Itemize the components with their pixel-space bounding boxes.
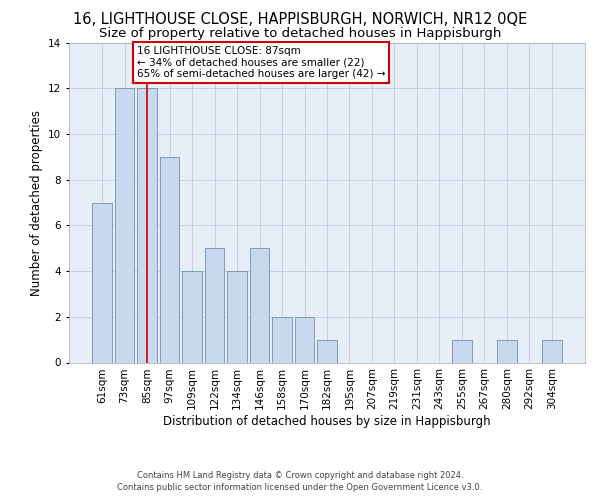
X-axis label: Distribution of detached houses by size in Happisburgh: Distribution of detached houses by size … <box>163 415 491 428</box>
Bar <box>137 88 157 362</box>
Bar <box>317 340 337 362</box>
Bar <box>92 202 112 362</box>
Text: Size of property relative to detached houses in Happisburgh: Size of property relative to detached ho… <box>99 28 501 40</box>
Text: 16, LIGHTHOUSE CLOSE, HAPPISBURGH, NORWICH, NR12 0QE: 16, LIGHTHOUSE CLOSE, HAPPISBURGH, NORWI… <box>73 12 527 28</box>
Bar <box>160 157 179 362</box>
Text: Contains HM Land Registry data © Crown copyright and database right 2024.
Contai: Contains HM Land Registry data © Crown c… <box>118 471 482 492</box>
Bar <box>250 248 269 362</box>
Y-axis label: Number of detached properties: Number of detached properties <box>29 110 43 296</box>
Text: 16 LIGHTHOUSE CLOSE: 87sqm
← 34% of detached houses are smaller (22)
65% of semi: 16 LIGHTHOUSE CLOSE: 87sqm ← 34% of deta… <box>137 46 385 79</box>
Bar <box>542 340 562 362</box>
Bar <box>497 340 517 362</box>
Bar <box>182 271 202 362</box>
Bar <box>205 248 224 362</box>
Bar <box>452 340 472 362</box>
Bar <box>272 317 292 362</box>
Bar <box>115 88 134 362</box>
Bar <box>227 271 247 362</box>
Bar <box>295 317 314 362</box>
